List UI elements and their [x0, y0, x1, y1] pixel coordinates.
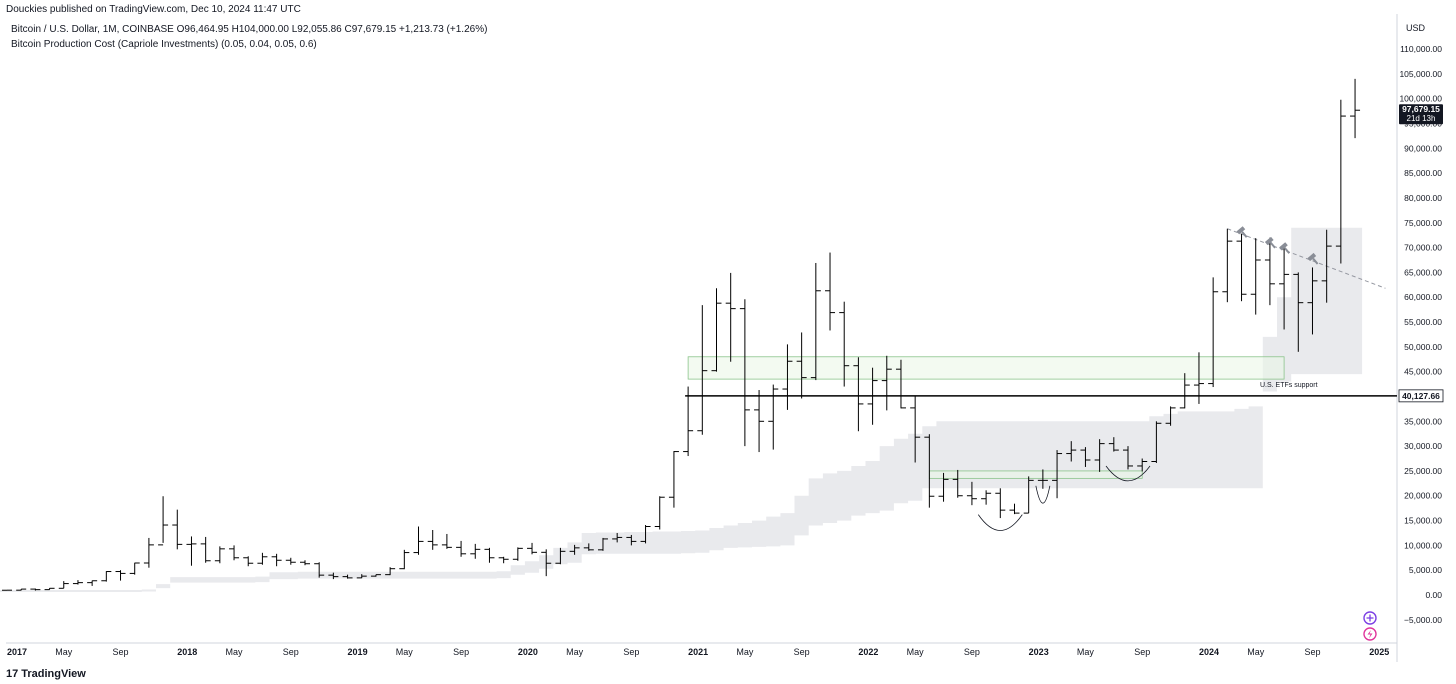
time-tick-label: 2018 [177, 647, 197, 657]
time-tick-label: 2017 [7, 647, 27, 657]
price-tick-label: 25,000.00 [1404, 466, 1442, 476]
pattern-arc [1035, 485, 1051, 504]
pattern-arc [977, 514, 1023, 531]
time-tick-label: May [1247, 647, 1265, 657]
time-tick-label: 2022 [858, 647, 878, 657]
price-tick-label: 70,000.00 [1404, 243, 1442, 253]
price-tick-label: 100,000.00 [1399, 94, 1442, 104]
time-tick-label: 2020 [518, 647, 538, 657]
last-price-label: 97,679.15 [1402, 104, 1440, 114]
price-tick-label: 60,000.00 [1404, 292, 1442, 302]
price-tick-label: 15,000.00 [1404, 516, 1442, 526]
price-tick-label: 30,000.00 [1404, 441, 1442, 451]
price-tick-label: 75,000.00 [1404, 218, 1442, 228]
time-tick-label: May [1077, 647, 1095, 657]
level-price-label: 40,127.66 [1402, 391, 1440, 401]
time-tick-label: May [736, 647, 754, 657]
price-tick-label: 0.00 [1425, 590, 1442, 600]
price-tick-label: 45,000.00 [1404, 367, 1442, 377]
published-by-text: Douckies published on TradingView.com, D… [6, 4, 301, 15]
price-tick-label: 5,000.00 [1409, 565, 1442, 575]
bar-countdown-label: 21d 13h [1407, 114, 1436, 123]
price-tick-label: 55,000.00 [1404, 317, 1442, 327]
bolt-icon [1367, 630, 1373, 639]
time-tick-label: 2024 [1199, 647, 1219, 657]
production-cost-band [0, 227, 1363, 592]
time-tick-label: Sep [1134, 647, 1150, 657]
symbol-ohlc-line[interactable]: Bitcoin / U.S. Dollar, 1M, COINBASE O96,… [11, 24, 488, 35]
indicator-line[interactable]: Bitcoin Production Cost (Capriole Invest… [11, 39, 317, 50]
time-tick-label: Sep [283, 647, 299, 657]
chart-legend: Bitcoin / U.S. Dollar, 1M, COINBASE O96,… [11, 22, 487, 52]
price-tick-label: 90,000.00 [1404, 143, 1442, 153]
etf-support-zone[interactable] [687, 356, 1285, 380]
time-tick-label: May [55, 647, 73, 657]
etf-support-label: U.S. ETFs support [1260, 382, 1318, 389]
hammer-icon[interactable] [1307, 252, 1320, 267]
pattern-arc [1105, 465, 1151, 482]
price-tick-label: 50,000.00 [1404, 342, 1442, 352]
time-tick-label: 2019 [348, 647, 368, 657]
price-tick-label: 35,000.00 [1404, 416, 1442, 426]
price-tick-label: 20,000.00 [1404, 491, 1442, 501]
price-tick-label: 80,000.00 [1404, 193, 1442, 203]
time-tick-label: 2025 [1369, 647, 1389, 657]
tradingview-logo-icon: 17 [6, 668, 19, 680]
time-tick-label: Sep [113, 647, 129, 657]
hammer-icon[interactable] [1264, 236, 1278, 251]
hammer-icon[interactable] [1279, 242, 1292, 256]
time-tick-label: Sep [794, 647, 810, 657]
last-price-badge [1399, 104, 1443, 125]
tradingview-footer[interactable]: 17 TradingView [6, 668, 86, 680]
time-tick-label: 2023 [1029, 647, 1049, 657]
currency-label: USD [1406, 23, 1426, 33]
price-tick-label: 10,000.00 [1404, 540, 1442, 550]
price-tick-label: −5,000.00 [1404, 615, 1442, 625]
price-tick-label: 110,000.00 [1400, 44, 1442, 54]
price-tick-label: 85,000.00 [1404, 168, 1442, 178]
time-tick-label: May [907, 647, 925, 657]
time-tick-label: 2021 [688, 647, 708, 657]
time-tick-label: May [226, 647, 244, 657]
time-tick-label: Sep [1304, 647, 1320, 657]
tradingview-brand: TradingView [21, 668, 86, 680]
bear-support-zone[interactable] [928, 470, 1143, 479]
price-tick-label: 65,000.00 [1404, 267, 1442, 277]
level-price-badge [1398, 389, 1444, 403]
time-tick-label: Sep [964, 647, 980, 657]
time-tick-label: May [566, 647, 584, 657]
time-tick-label: May [396, 647, 414, 657]
hammer-icon[interactable] [1236, 226, 1250, 240]
time-tick-label: Sep [623, 647, 639, 657]
time-tick-label: Sep [453, 647, 469, 657]
plus-icon [1366, 614, 1374, 622]
price-tick-label: 105,000.00 [1399, 69, 1442, 79]
descending-trendline[interactable] [1227, 228, 1386, 289]
